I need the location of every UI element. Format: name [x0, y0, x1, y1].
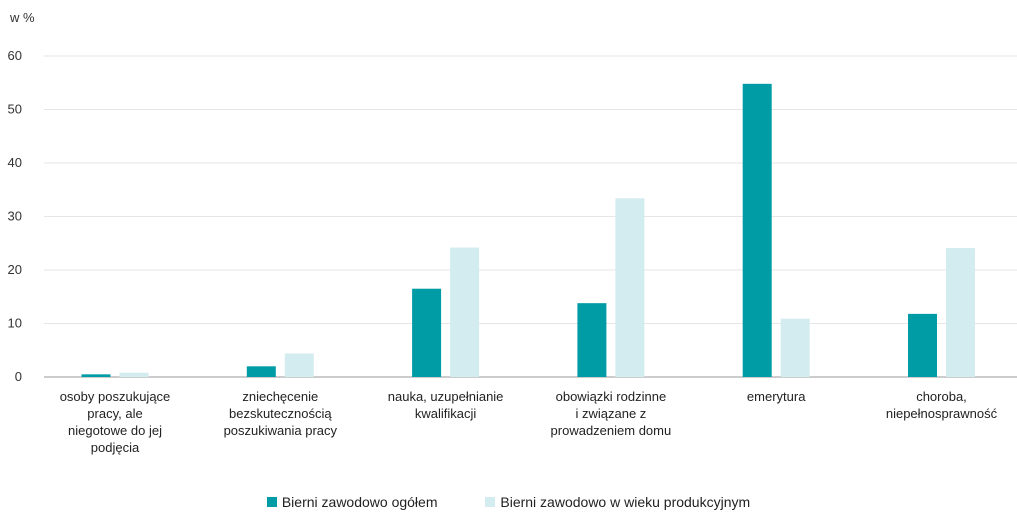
- x-axis-labels: osoby poszukujące pracy, ale niegotowe do …: [60, 389, 998, 455]
- y-axis-ticks: 0 10 20 30 40 50 60: [8, 48, 22, 384]
- bar-series-1: [412, 288, 442, 377]
- chart-canvas: w % 0 10 20 30 40 50 60 osoby poszukujące pracy…: [8, 10, 1017, 455]
- y-axis-unit-label: w %: [9, 10, 35, 25]
- bars: [81, 83, 975, 377]
- y-tick-label: 50: [8, 102, 22, 117]
- legend-label-series-2: Bierni zawodowo w wieku produkcyjnym: [500, 494, 751, 510]
- x-category-label: choroba, niepełnosprawność: [886, 389, 998, 421]
- x-category-label: osoby poszukujące pracy, ale niegotowe do …: [60, 389, 171, 455]
- y-tick-label: 40: [8, 155, 22, 170]
- x-category-label: zniechęcenie bezskutecznością poszukiwania…: [224, 389, 338, 438]
- bar-series-1: [908, 313, 937, 377]
- legend-item-series-2: Bierni zawodowo w wieku produkcyjnym: [485, 494, 750, 510]
- legend-swatch-series-2: [485, 497, 496, 507]
- bar-series-2: [284, 353, 314, 377]
- bar-series-1: [81, 374, 111, 377]
- bar-series-1: [742, 83, 772, 377]
- legend: Bierni zawodowo ogółem Bierni zawodowo w…: [0, 494, 1017, 510]
- x-category-label: nauka, uzupełnianie kwalifikacji: [388, 389, 504, 421]
- bar-series-1: [246, 366, 276, 377]
- y-tick-label: 30: [8, 209, 22, 224]
- legend-label-series-1: Bierni zawodowo ogółem: [281, 494, 438, 510]
- y-tick-label: 60: [8, 48, 22, 63]
- legend-item-series-1: Bierni zawodowo ogółem: [266, 494, 438, 510]
- bar-series-1: [577, 303, 607, 377]
- y-tick-label: 20: [8, 262, 22, 277]
- x-category-label: emerytura: [747, 389, 806, 404]
- bar-series-2: [780, 318, 810, 377]
- bar-series-2: [119, 372, 149, 377]
- bar-series-2: [946, 248, 975, 377]
- y-tick-label: 0: [15, 369, 22, 384]
- bar-series-2: [450, 247, 480, 377]
- bar-series-2: [615, 198, 645, 377]
- legend-swatch-series-1: [266, 497, 277, 507]
- y-tick-label: 10: [8, 316, 22, 331]
- gridlines: [44, 55, 1017, 378]
- x-category-label: obowiązki rodzinne i związane z prowadzeni…: [551, 389, 672, 438]
